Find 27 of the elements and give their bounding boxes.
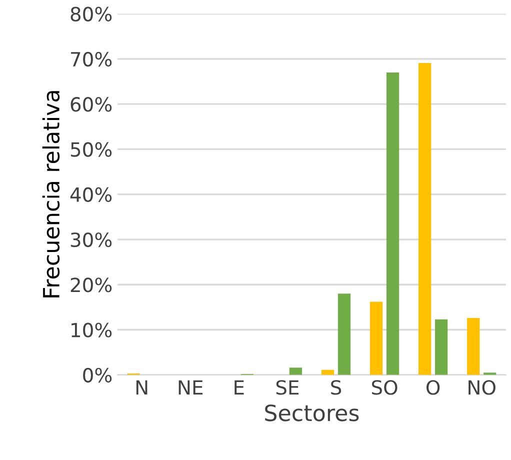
bar <box>386 72 400 375</box>
y-tick-label: 50% <box>70 142 112 157</box>
bar <box>338 294 351 375</box>
bar <box>321 370 334 375</box>
y-tick-label: 60% <box>70 97 112 112</box>
bar <box>370 302 383 375</box>
bar <box>289 368 302 375</box>
x-tick-label: SE <box>276 380 299 395</box>
y-tick-label: 30% <box>70 232 112 248</box>
x-tick-label: NE <box>178 380 203 395</box>
x-tick-label: N <box>136 380 148 395</box>
x-tick-label: S <box>331 380 342 395</box>
bar <box>435 319 448 375</box>
y-axis-title: Frecuencia relativa <box>42 91 60 298</box>
y-tick-label: 0% <box>83 368 112 383</box>
x-axis-title: Sectores <box>265 404 359 422</box>
y-tick-label: 70% <box>71 52 112 67</box>
x-tick-label: O <box>426 380 440 395</box>
y-tick-label: 10% <box>72 322 112 338</box>
y-tick-label: 20% <box>70 278 112 292</box>
x-tick-label: E <box>234 380 244 395</box>
x-tick-label: SO <box>372 380 398 395</box>
y-tick-label: 40% <box>70 187 112 202</box>
bar <box>418 63 432 375</box>
y-tick-label: 80% <box>70 6 112 22</box>
x-tick-label: NO <box>468 380 496 395</box>
bar <box>467 318 480 375</box>
